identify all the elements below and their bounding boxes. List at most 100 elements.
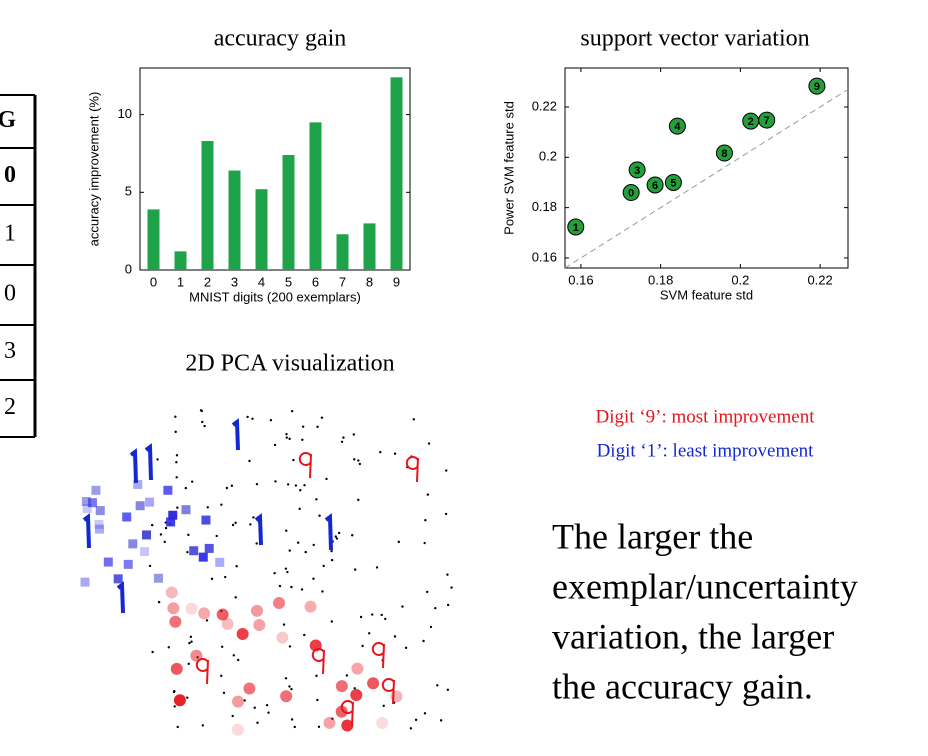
pca-dot [446, 603, 450, 607]
y-tick-label: 0.2 [539, 149, 557, 164]
pca-dot [210, 577, 214, 581]
pca-circle [273, 596, 286, 609]
pca-square [133, 479, 143, 489]
pca-dot [251, 417, 254, 421]
pca-dot [353, 458, 356, 461]
bar [390, 77, 403, 270]
pca-dot [231, 714, 234, 718]
pca-dot [290, 687, 293, 691]
hand-one [254, 513, 263, 546]
pca-square [80, 577, 90, 587]
hand-nine [311, 648, 325, 675]
point [628, 161, 646, 179]
pca-dot [351, 534, 354, 537]
pca-circle [190, 649, 203, 662]
x-tick-label: 2 [204, 274, 211, 289]
table: G 0 1 0 3 2 [0, 94, 37, 438]
point-label: 7 [764, 115, 770, 127]
pca-square [204, 543, 214, 553]
pca-dot [274, 480, 277, 483]
pca-circle [221, 617, 234, 630]
pca-dot [298, 507, 301, 511]
bar [336, 234, 349, 270]
pca-dot [249, 523, 252, 526]
x-tick-label: 0.22 [807, 272, 832, 287]
pca-square [181, 505, 191, 515]
pca-dot [176, 506, 179, 509]
hand-one [324, 513, 333, 551]
hand-one [129, 448, 138, 484]
pca-dot [252, 516, 255, 519]
pca-dot [174, 415, 177, 418]
pca-dot [353, 687, 356, 690]
pca-circle [250, 604, 263, 617]
pca-dot [148, 564, 152, 568]
bar [363, 223, 376, 270]
pca-circle [170, 662, 183, 675]
pca-dot [167, 646, 170, 649]
pca-circle [376, 716, 389, 729]
pca-dot [234, 521, 237, 525]
point [668, 117, 686, 135]
hand-one [116, 581, 125, 614]
pca-square [128, 539, 138, 549]
pca-dot [282, 623, 286, 626]
pca-dot [321, 590, 324, 593]
hand-one [82, 513, 91, 549]
pca-circle [341, 719, 354, 732]
y-axis-label: accuracy improvement (%) [86, 92, 101, 247]
pca-dot [278, 584, 282, 588]
pca-dot [367, 632, 371, 635]
pca-dot [445, 469, 448, 472]
pca-dot [175, 476, 178, 479]
pca-dot [359, 615, 363, 619]
pca-square [81, 496, 91, 506]
pca-dot [187, 662, 190, 666]
pca-dot [315, 498, 318, 501]
pca-dot [335, 537, 339, 540]
pca-title: 2D PCA visualization [185, 351, 394, 377]
bar [255, 189, 268, 270]
pca-dot [300, 588, 304, 591]
pca-circle [276, 631, 289, 644]
conclusion-line: variation, the larger [552, 616, 834, 656]
pca-dot [384, 617, 387, 621]
table-cell: G [0, 107, 16, 133]
pca-dot [352, 433, 356, 436]
pca-dot [301, 425, 305, 428]
pca-dot [222, 691, 226, 695]
table-cell: 0 [4, 162, 16, 188]
pca-dot [220, 503, 223, 506]
point [567, 218, 585, 236]
pca-dot [190, 480, 194, 483]
x-tick-label: 1 [177, 274, 184, 289]
pca-dot [379, 450, 382, 454]
pca-dot [184, 486, 187, 490]
pca-dot [284, 567, 288, 570]
pca-square [198, 552, 208, 562]
pca-dot [190, 640, 193, 643]
y-axis-label: Power SVM feature std [501, 101, 516, 235]
pca-dot [224, 575, 227, 579]
pca-dot [269, 419, 273, 422]
diagonal [564, 88, 849, 269]
pca-dot [172, 690, 176, 694]
pca-circle [304, 600, 317, 613]
pca-square [166, 517, 176, 527]
x-tick-label: 0.18 [648, 272, 673, 287]
x-tick-label: 6 [312, 274, 319, 289]
pca-dot [205, 619, 209, 622]
pca-dot [288, 685, 291, 688]
hand-nine [298, 452, 312, 479]
pca-square [82, 504, 92, 514]
pca-dot [175, 454, 179, 457]
pca-dot [285, 436, 288, 439]
chart-title: accuracy gain [214, 26, 347, 52]
pca-dot [361, 644, 364, 648]
pca-square [103, 557, 113, 567]
pca-dot [317, 725, 321, 728]
pca-circle [232, 695, 245, 708]
pca-dot [301, 438, 304, 441]
pca-dot [164, 526, 168, 530]
